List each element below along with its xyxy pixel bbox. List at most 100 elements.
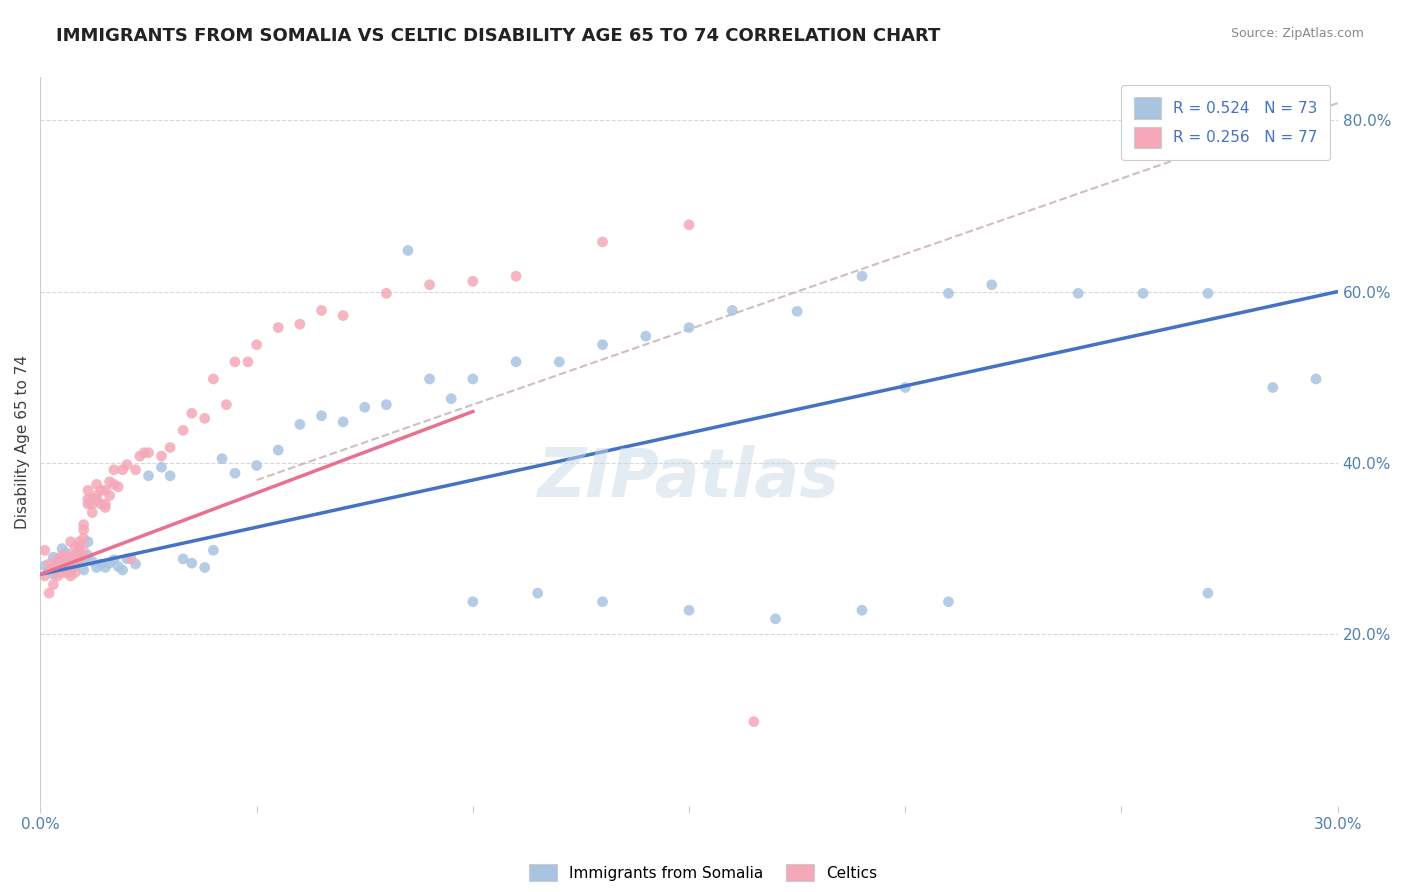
Point bbox=[678, 603, 700, 617]
Point bbox=[1197, 586, 1219, 600]
Point bbox=[180, 556, 202, 570]
Point bbox=[46, 569, 69, 583]
Point bbox=[150, 460, 173, 475]
Point bbox=[172, 423, 194, 437]
Point bbox=[67, 552, 90, 566]
Point bbox=[138, 468, 160, 483]
Point bbox=[86, 560, 108, 574]
Point bbox=[103, 463, 125, 477]
Point bbox=[396, 244, 419, 258]
Point bbox=[46, 554, 69, 568]
Point bbox=[107, 559, 129, 574]
Point bbox=[63, 549, 86, 563]
Point bbox=[246, 458, 269, 473]
Point bbox=[215, 398, 238, 412]
Point bbox=[63, 540, 86, 554]
Point bbox=[59, 557, 82, 571]
Point bbox=[77, 497, 100, 511]
Point bbox=[288, 317, 311, 331]
Point bbox=[159, 468, 181, 483]
Point bbox=[59, 569, 82, 583]
Point bbox=[38, 557, 60, 571]
Point bbox=[51, 549, 73, 563]
Point bbox=[419, 277, 441, 292]
Point bbox=[375, 286, 398, 301]
Point bbox=[851, 603, 873, 617]
Point bbox=[67, 540, 90, 554]
Point bbox=[90, 497, 112, 511]
Point bbox=[461, 274, 484, 288]
Point bbox=[90, 483, 112, 498]
Point bbox=[77, 491, 100, 506]
Point bbox=[98, 475, 121, 489]
Point bbox=[103, 553, 125, 567]
Point bbox=[38, 563, 60, 577]
Text: IMMIGRANTS FROM SOMALIA VS CELTIC DISABILITY AGE 65 TO 74 CORRELATION CHART: IMMIGRANTS FROM SOMALIA VS CELTIC DISABI… bbox=[56, 27, 941, 45]
Point bbox=[34, 558, 56, 573]
Point bbox=[332, 309, 354, 323]
Point bbox=[42, 560, 65, 574]
Point bbox=[332, 415, 354, 429]
Point bbox=[375, 398, 398, 412]
Legend: R = 0.524   N = 73, R = 0.256   N = 77: R = 0.524 N = 73, R = 0.256 N = 77 bbox=[1122, 85, 1330, 161]
Point bbox=[63, 566, 86, 580]
Point bbox=[34, 543, 56, 558]
Point bbox=[86, 488, 108, 502]
Y-axis label: Disability Age 65 to 74: Disability Age 65 to 74 bbox=[15, 354, 30, 529]
Point bbox=[128, 449, 150, 463]
Point bbox=[311, 409, 333, 423]
Point bbox=[67, 534, 90, 549]
Point bbox=[678, 218, 700, 232]
Point bbox=[267, 443, 290, 458]
Point bbox=[59, 563, 82, 577]
Point bbox=[82, 506, 104, 520]
Point bbox=[98, 488, 121, 502]
Point bbox=[59, 566, 82, 580]
Point bbox=[94, 497, 117, 511]
Legend: Immigrants from Somalia, Celtics: Immigrants from Somalia, Celtics bbox=[523, 857, 883, 888]
Point bbox=[461, 372, 484, 386]
Point bbox=[103, 477, 125, 491]
Point bbox=[267, 320, 290, 334]
Point bbox=[46, 552, 69, 566]
Point bbox=[63, 552, 86, 566]
Point bbox=[224, 355, 246, 369]
Point bbox=[94, 500, 117, 515]
Point bbox=[51, 541, 73, 556]
Point bbox=[94, 560, 117, 574]
Point bbox=[194, 560, 217, 574]
Point bbox=[980, 277, 1002, 292]
Point bbox=[461, 595, 484, 609]
Point bbox=[55, 549, 77, 563]
Point bbox=[1261, 380, 1284, 394]
Point bbox=[77, 549, 100, 563]
Point bbox=[98, 556, 121, 570]
Point bbox=[67, 549, 90, 563]
Point bbox=[55, 546, 77, 560]
Point bbox=[765, 612, 787, 626]
Point bbox=[73, 523, 96, 537]
Point bbox=[77, 483, 100, 498]
Point bbox=[59, 554, 82, 568]
Point bbox=[742, 714, 765, 729]
Point bbox=[38, 586, 60, 600]
Point bbox=[172, 552, 194, 566]
Point bbox=[246, 337, 269, 351]
Point bbox=[73, 543, 96, 558]
Point bbox=[505, 355, 527, 369]
Point bbox=[115, 458, 138, 472]
Point bbox=[94, 483, 117, 498]
Point bbox=[42, 577, 65, 591]
Point bbox=[134, 445, 156, 459]
Point bbox=[124, 557, 146, 571]
Point bbox=[786, 304, 808, 318]
Point bbox=[124, 463, 146, 477]
Point bbox=[73, 531, 96, 545]
Point bbox=[353, 401, 375, 415]
Point bbox=[90, 557, 112, 571]
Point bbox=[311, 303, 333, 318]
Point bbox=[51, 557, 73, 571]
Point bbox=[211, 451, 233, 466]
Text: ZIPatlas: ZIPatlas bbox=[538, 445, 839, 511]
Point bbox=[86, 492, 108, 507]
